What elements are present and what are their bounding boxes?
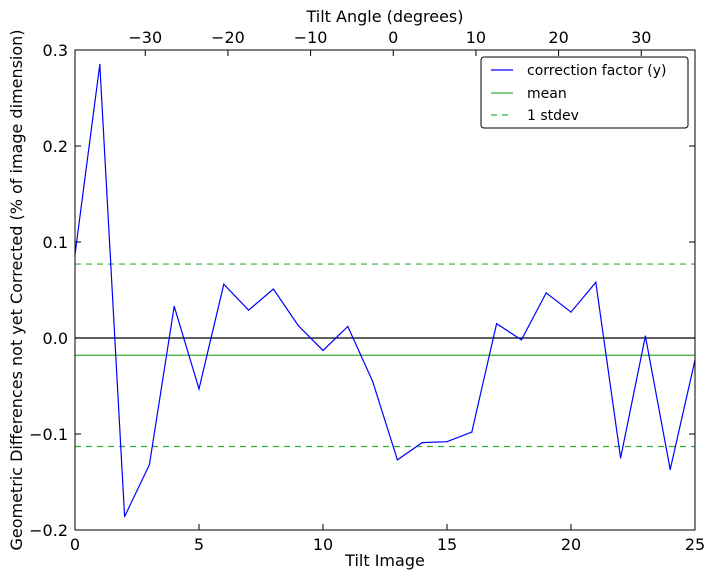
x2-tick-label: −30 <box>128 28 162 47</box>
y-tick-label: −0.1 <box>29 425 68 444</box>
correction-factor-point <box>644 335 647 337</box>
x2-tick-label: −10 <box>294 28 328 47</box>
correction-factor-point <box>322 349 324 352</box>
x2-axis-label: Tilt Angle (degrees) <box>305 7 463 26</box>
correction-factor-point <box>446 441 448 443</box>
x-tick-label: 5 <box>194 535 204 554</box>
y-tick-label: 0.2 <box>43 137 68 156</box>
correction-factor-point <box>595 281 597 283</box>
correction-factor-point <box>496 323 498 325</box>
correction-factor-point <box>347 325 349 328</box>
tick-labels: 0 5 10 15 20 25 −30 −20 −10 0 10 20 30 −0.2 −0.1 0.0 0.1… <box>29 28 705 554</box>
correction-factor-point <box>148 464 150 466</box>
correction-factor-point <box>570 311 572 313</box>
x2-tick-label: 20 <box>548 28 568 47</box>
correction-factor-point <box>520 339 523 341</box>
correction-factor-point <box>372 380 374 382</box>
plot-lines <box>74 63 696 518</box>
y-tick-label: −0.2 <box>29 521 68 540</box>
x2-tick-label: 10 <box>466 28 486 47</box>
ticks <box>74 49 696 531</box>
correction-factor-point <box>248 309 250 311</box>
x-tick-label: 25 <box>685 535 705 554</box>
correction-factor-point <box>669 468 671 471</box>
y-tick-label: 0.3 <box>43 41 68 60</box>
correction-factor-point <box>173 305 175 307</box>
correction-factor-point <box>620 457 622 459</box>
y-tick-label: 0.0 <box>43 329 68 348</box>
legend-label-mean: mean <box>527 86 567 102</box>
plot-frame <box>74 49 696 531</box>
x-tick-label: 10 <box>313 535 333 554</box>
correction-factor-line <box>74 64 696 517</box>
correction-factor-point <box>223 283 225 285</box>
correction-factor-point <box>272 288 274 290</box>
y-tick-label: 0.1 <box>43 233 68 252</box>
x2-tick-label: 30 <box>631 28 651 47</box>
correction-factor-point <box>198 388 200 390</box>
correction-factor-point <box>545 292 547 294</box>
x-axis-label: Tilt Image <box>344 551 425 570</box>
legend: correction factor (y) mean 1 stdev <box>480 56 689 129</box>
y-axis-label: Geometric Differences not yet Corrected … <box>7 29 26 550</box>
x-tick-label: 15 <box>437 535 457 554</box>
correction-factor-point <box>297 324 299 327</box>
correction-factor-point <box>99 63 101 65</box>
x-tick-label: 20 <box>561 535 581 554</box>
x-tick-label: 0 <box>70 535 80 554</box>
legend-label-stdev: 1 stdev <box>527 108 579 124</box>
correction-factor-point <box>396 459 398 461</box>
legend-box <box>480 56 689 129</box>
x2-tick-label: −20 <box>211 28 245 47</box>
x2-tick-label: 0 <box>388 28 398 47</box>
correction-factor-point <box>421 442 423 444</box>
legend-label-correction-factor: correction factor (y) <box>527 63 666 79</box>
correction-factor-point <box>471 431 473 433</box>
correction-factor-point <box>124 515 126 518</box>
